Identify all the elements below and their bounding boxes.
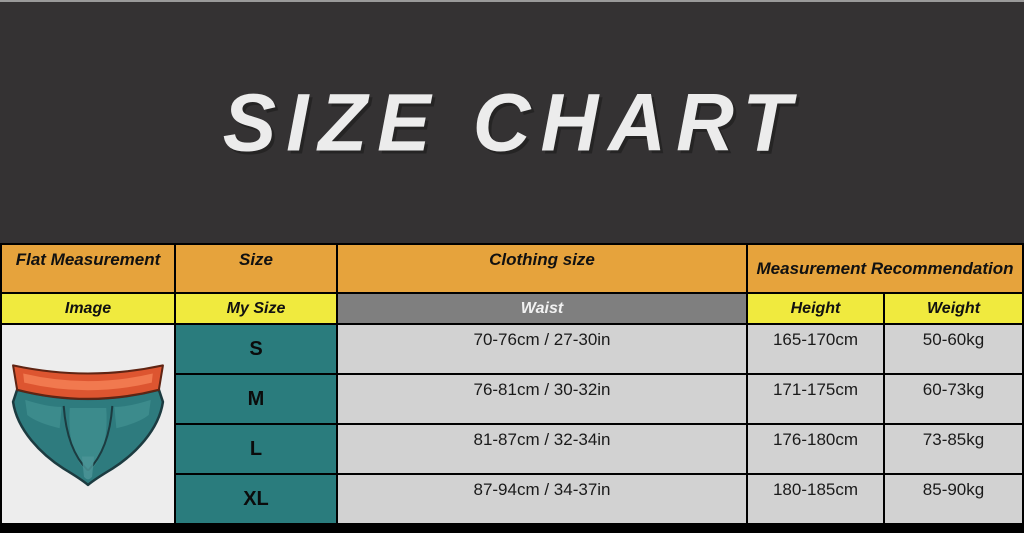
height-value-l: 176-180cm xyxy=(748,425,883,473)
waist-value-s: 70-76cm / 27-30in xyxy=(338,325,746,373)
header-flat-measurement: Flat Measurement xyxy=(2,245,174,292)
subheader-image: Image xyxy=(2,294,174,323)
page-title: SIZE CHART xyxy=(222,76,802,168)
size-cell-l: L xyxy=(176,425,336,473)
briefs-image-cell xyxy=(2,325,174,523)
height-value-s: 165-170cm xyxy=(748,325,883,373)
weight-value-m: 60-73kg xyxy=(885,375,1022,423)
size-cell-xl: XL xyxy=(176,475,336,523)
weight-value-s: 50-60kg xyxy=(885,325,1022,373)
banner: SIZE CHART xyxy=(0,0,1024,243)
weight-value-l: 73-85kg xyxy=(885,425,1022,473)
subheader-waist: Waist xyxy=(338,294,746,323)
bottom-border-bar xyxy=(0,525,1024,533)
waist-value-xl: 87-94cm / 34-37in xyxy=(338,475,746,523)
subheader-my-size: My Size xyxy=(176,294,336,323)
subheader-height: Height xyxy=(748,294,883,323)
waist-value-l: 81-87cm / 32-34in xyxy=(338,425,746,473)
weight-value-xl: 85-90kg xyxy=(885,475,1022,523)
height-value-m: 171-175cm xyxy=(748,375,883,423)
header-clothing-size: Clothing size xyxy=(338,245,746,292)
header-size: Size xyxy=(176,245,336,292)
size-cell-s: S xyxy=(176,325,336,373)
briefs-illustration xyxy=(11,364,165,487)
subheader-weight: Weight xyxy=(885,294,1022,323)
waist-value-m: 76-81cm / 30-32in xyxy=(338,375,746,423)
size-table: Flat Measurement Size Clothing size Meas… xyxy=(0,243,1024,525)
height-value-xl: 180-185cm xyxy=(748,475,883,523)
size-cell-m: M xyxy=(176,375,336,423)
header-measurement-recommendation: Measurement Recommendation xyxy=(748,245,1022,292)
